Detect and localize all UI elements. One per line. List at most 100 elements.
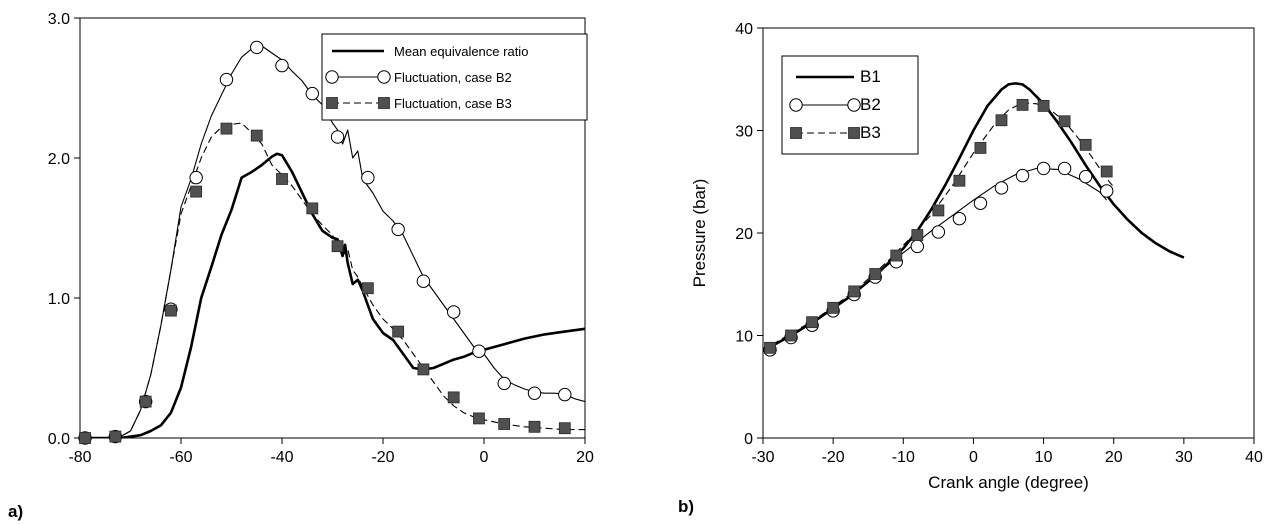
series-3-point bbox=[306, 202, 319, 215]
x-tick-label: -30 bbox=[751, 449, 774, 466]
legend-label-3: Fluctuation, case B3 bbox=[394, 96, 512, 111]
series-2-point bbox=[361, 170, 375, 185]
y-tick-label: 0.0 bbox=[48, 431, 70, 448]
series-2-point bbox=[219, 72, 234, 87]
series-2-point bbox=[952, 211, 967, 226]
x-tick-label: -40 bbox=[270, 449, 293, 466]
x-tick-label: 40 bbox=[1245, 449, 1263, 466]
x-tick-label: -10 bbox=[892, 449, 915, 466]
legend-marker bbox=[325, 70, 339, 84]
series-3-point bbox=[1016, 98, 1029, 111]
series-3-point bbox=[953, 174, 966, 187]
y-tick-label: 2.0 bbox=[48, 151, 70, 168]
x-tick-label: -20 bbox=[822, 449, 845, 466]
series-3-point bbox=[806, 316, 818, 329]
series-2-point bbox=[973, 196, 988, 210]
legend-label-1: Mean equivalence ratio bbox=[394, 44, 528, 59]
y-tick-label: 3.0 bbox=[48, 11, 70, 28]
series-3-point bbox=[890, 249, 903, 262]
x-tick-label: -60 bbox=[169, 449, 192, 466]
series-3-point bbox=[974, 142, 987, 154]
series-3-point bbox=[473, 412, 485, 425]
x-tick-label: 0 bbox=[969, 449, 978, 466]
legend-label-1: B1 bbox=[860, 67, 881, 86]
series-2-point bbox=[250, 40, 264, 55]
series-line-3 bbox=[80, 122, 585, 438]
series-line-1 bbox=[763, 82, 1185, 353]
legend-label-2: B2 bbox=[860, 95, 881, 114]
x-tick-label: 10 bbox=[1035, 449, 1053, 466]
legend-marker bbox=[789, 98, 803, 112]
legend-label-3: B3 bbox=[860, 123, 881, 142]
series-3-point bbox=[498, 418, 511, 430]
series-2-point bbox=[189, 170, 203, 185]
legend-marker bbox=[377, 70, 391, 84]
series-3-point bbox=[785, 329, 797, 342]
series-3-point bbox=[1037, 100, 1050, 112]
series-2-point bbox=[330, 130, 345, 144]
series-3-point bbox=[190, 185, 203, 198]
legend-marker bbox=[847, 98, 861, 112]
y-tick-label: 10 bbox=[735, 329, 753, 346]
y-tick-label: 1.0 bbox=[48, 291, 70, 308]
series-2-point bbox=[1036, 161, 1051, 176]
series-line-2 bbox=[80, 45, 585, 438]
x-tick-label: -20 bbox=[371, 449, 394, 466]
series-3-point bbox=[869, 268, 882, 280]
series-2-point bbox=[391, 222, 405, 237]
panel-label: b) bbox=[678, 497, 694, 516]
x-axis-label: Crank angle (degree) bbox=[928, 473, 1089, 492]
series-2-point bbox=[497, 376, 511, 391]
x-tick-label: -80 bbox=[68, 449, 91, 466]
series-3-point bbox=[827, 301, 840, 314]
legend-marker bbox=[848, 127, 860, 139]
series-3-point bbox=[1079, 138, 1092, 151]
legend-marker bbox=[378, 97, 390, 109]
series-3-point bbox=[848, 285, 861, 298]
series-3-point bbox=[164, 304, 177, 317]
series-3-point bbox=[764, 341, 776, 354]
x-tick-label: 20 bbox=[1105, 449, 1123, 466]
legend-label-2: Fluctuation, case B2 bbox=[394, 70, 512, 85]
series-3-point bbox=[250, 129, 263, 142]
series-3-point bbox=[558, 422, 571, 435]
panel-label: a) bbox=[8, 502, 23, 521]
series-2-point bbox=[305, 86, 319, 101]
series-3-point bbox=[392, 325, 405, 338]
y-tick-label: 40 bbox=[735, 21, 753, 38]
series-3-point bbox=[361, 282, 374, 295]
series-3-point bbox=[447, 391, 460, 404]
legend-marker bbox=[326, 97, 338, 109]
series-2-point bbox=[910, 239, 925, 254]
x-tick-label: 30 bbox=[1175, 449, 1193, 466]
series-2-point bbox=[1015, 168, 1030, 183]
series-3-point bbox=[109, 430, 122, 443]
series-3-point bbox=[995, 114, 1008, 127]
y-axis-label: Pressure (bar) bbox=[690, 179, 709, 288]
series-3-point bbox=[220, 122, 233, 135]
series-3-point bbox=[932, 204, 945, 217]
y-tick-label: 30 bbox=[735, 124, 753, 141]
series-2-point bbox=[527, 386, 542, 400]
series-2-point bbox=[275, 58, 289, 73]
series-3-point bbox=[417, 363, 430, 376]
legend-marker bbox=[790, 127, 802, 139]
x-tick-label: 0 bbox=[480, 449, 489, 466]
plot-frame bbox=[79, 17, 586, 439]
series-3-point bbox=[1100, 165, 1113, 178]
series-2-point bbox=[416, 274, 431, 288]
y-tick-label: 0 bbox=[744, 431, 753, 448]
series-3-point bbox=[1058, 115, 1071, 128]
series-line-1 bbox=[80, 152, 585, 438]
legend: Mean equivalence ratio Fluctuation, case … bbox=[321, 33, 588, 121]
chart-a: -80 -60 -40 -20 0 20 0.0 1.0 2.0 3.0 a) Mean equiva… bbox=[8, 11, 594, 521]
series-2-point bbox=[1100, 184, 1114, 198]
series-2-point bbox=[472, 344, 486, 358]
series-3-point bbox=[331, 240, 344, 253]
series-3-point bbox=[528, 420, 541, 433]
series-3-point bbox=[79, 432, 91, 444]
series-2-point bbox=[931, 225, 946, 239]
series-3-point bbox=[911, 229, 924, 241]
series-2-point bbox=[994, 181, 1009, 195]
